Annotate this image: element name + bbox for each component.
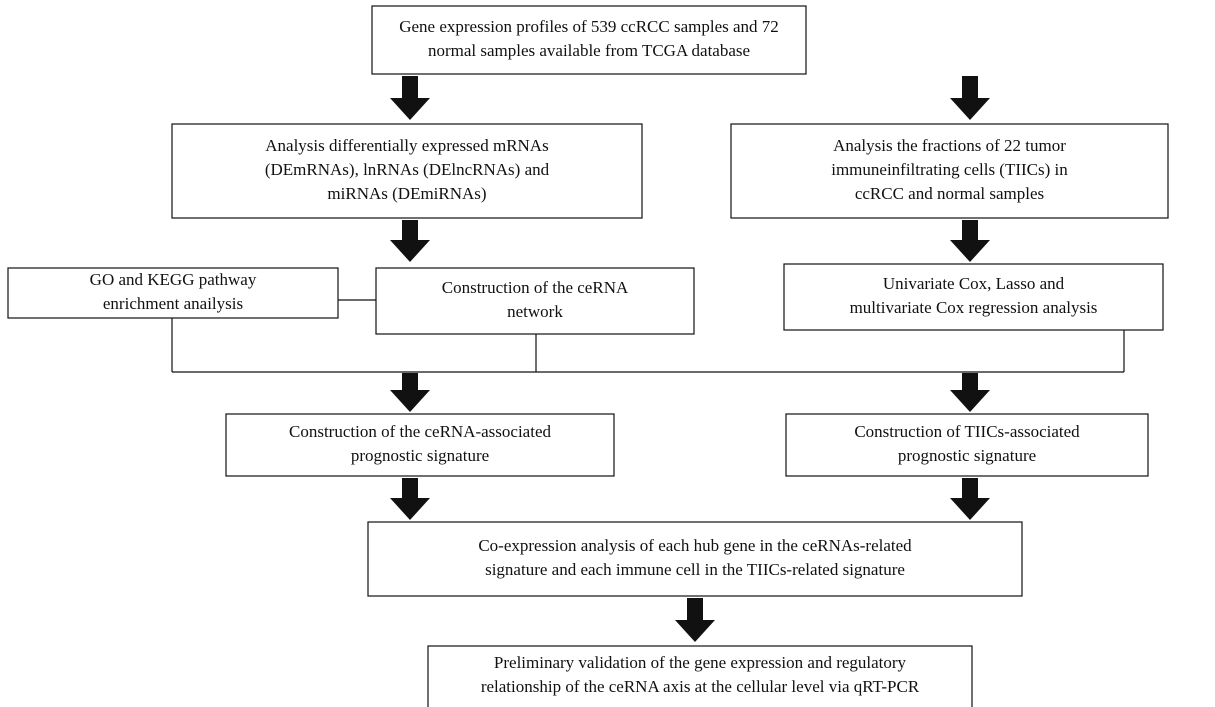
node-label: Analysis differentially expressed mRNAs (265, 136, 548, 155)
node-label: Construction of the ceRNA-associated (289, 422, 552, 441)
node-label: multivariate Cox regression analysis (850, 298, 1098, 317)
node-label: network (507, 302, 563, 321)
node-label: Co-expression analysis of each hub gene … (478, 536, 912, 555)
arrow (390, 373, 430, 412)
node-label: (DEmRNAs), lnRNAs (DElncRNAs) and (265, 160, 550, 179)
arrow (390, 220, 430, 262)
node-box (375, 267, 695, 335)
node-label: prognostic signature (351, 446, 489, 465)
node-label: GO and KEGG pathway (90, 270, 257, 289)
node-label: signature and each immune cell in the TI… (485, 560, 905, 579)
node-label: Preliminary validation of the gene expre… (494, 653, 907, 672)
arrow (390, 76, 430, 120)
node-label: ccRCC and normal samples (855, 184, 1044, 203)
node-box (427, 645, 973, 707)
node-label: prognostic signature (898, 446, 1036, 465)
node-box (7, 267, 339, 319)
node-box (171, 123, 643, 219)
node-box (371, 5, 807, 75)
connectors (171, 299, 1125, 373)
node-label: relationship of the ceRNA axis at the ce… (481, 677, 920, 696)
node-box (225, 413, 615, 477)
node-label: Univariate Cox, Lasso and (883, 274, 1065, 293)
node-label: normal samples available from TCGA datab… (428, 41, 750, 60)
arrow (675, 598, 715, 642)
node-box (783, 263, 1164, 331)
arrow (950, 76, 990, 120)
arrow (950, 220, 990, 262)
node-box (730, 123, 1169, 219)
node-label: Analysis the fractions of 22 tumor (833, 136, 1066, 155)
node-box (367, 521, 1023, 597)
arrow (950, 478, 990, 520)
node-label: immuneinfiltrating cells (TIICs) in (831, 160, 1068, 179)
node-label: enrichment anailysis (103, 294, 243, 313)
node-label: Construction of TIICs-associated (854, 422, 1080, 441)
node-label: Gene expression profiles of 539 ccRCC sa… (399, 17, 779, 36)
node-label: Construction of the ceRNA (442, 278, 629, 297)
arrow (950, 373, 990, 412)
arrow (390, 478, 430, 520)
node-label: miRNAs (DEmiRNAs) (327, 184, 486, 203)
node-box (785, 413, 1149, 477)
